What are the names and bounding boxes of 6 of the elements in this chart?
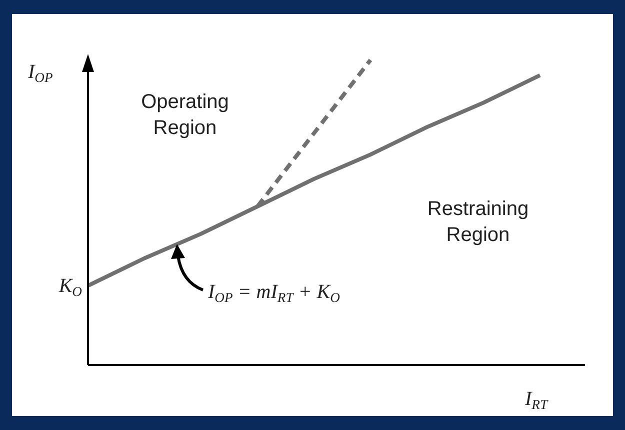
x-axis-title: I$_{RT}$ [524, 388, 549, 412]
annotation: I$_{OP}$ = mI$_{RT}$ + K$_{O}$ [207, 281, 340, 304]
annotation: Operating Region [141, 91, 229, 139]
annotation: Restraining Region [427, 198, 529, 246]
y-axis-title: I$_{OP}$ [27, 61, 53, 84]
text: K$_{O}$ [58, 275, 82, 298]
